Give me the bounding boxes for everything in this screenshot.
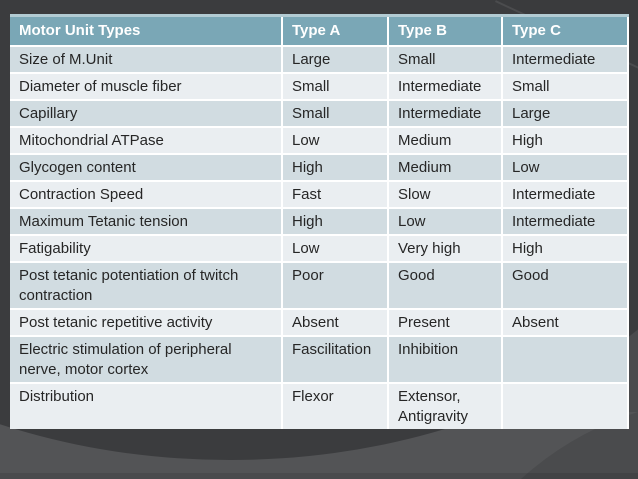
row-label: Diameter of muscle fiber: [10, 73, 283, 101]
cell-type-a: High: [282, 208, 389, 236]
row-label: Electric stimulation of peripheral nerve…: [10, 336, 283, 384]
cell-type-a: Flexor: [282, 383, 389, 429]
background-bottom-strip: [0, 473, 638, 479]
cell-type-b: Good: [388, 262, 503, 310]
cell-type-a: Fast: [282, 181, 389, 209]
table-row: Diameter of muscle fiber Small Intermedi…: [10, 73, 629, 101]
cell-type-b: Slow: [388, 181, 503, 209]
cell-type-c: [502, 336, 629, 384]
cell-type-b: Low: [388, 208, 503, 236]
row-label: Post tetanic repetitive activity: [10, 309, 283, 337]
table-row: Post tetanic repetitive activity Absent …: [10, 309, 629, 337]
table-header-row: Motor Unit Types Type A Type B Type C: [10, 14, 629, 47]
cell-type-b: Present: [388, 309, 503, 337]
table-row: Capillary Small Intermediate Large: [10, 100, 629, 128]
cell-type-c: High: [502, 235, 629, 263]
table-row: Distribution Flexor Extensor, Antigravit…: [10, 383, 629, 429]
cell-type-b: Very high: [388, 235, 503, 263]
column-header-motor-unit-types: Motor Unit Types: [10, 14, 283, 47]
cell-type-a: Fascilitation: [282, 336, 389, 384]
cell-type-c: Intermediate: [502, 181, 629, 209]
table-row: Contraction Speed Fast Slow Intermediate: [10, 181, 629, 209]
cell-type-c: Large: [502, 100, 629, 128]
column-header-type-b: Type B: [388, 14, 503, 47]
row-label: Fatigability: [10, 235, 283, 263]
cell-type-b: Small: [388, 46, 503, 74]
column-header-type-c: Type C: [502, 14, 629, 47]
cell-type-b: Medium: [388, 154, 503, 182]
cell-type-b: Inhibition: [388, 336, 503, 384]
cell-type-c: Good: [502, 262, 629, 310]
table-row: Maximum Tetanic tension High Low Interme…: [10, 208, 629, 236]
table-row: Electric stimulation of peripheral nerve…: [10, 336, 629, 384]
table-row: Size of M.Unit Large Small Intermediate: [10, 46, 629, 74]
row-label: Distribution: [10, 383, 283, 429]
table-row: Glycogen content High Medium Low: [10, 154, 629, 182]
cell-type-c: Intermediate: [502, 46, 629, 74]
cell-type-c: [502, 383, 629, 429]
row-label: Contraction Speed: [10, 181, 283, 209]
row-label: Maximum Tetanic tension: [10, 208, 283, 236]
cell-type-c: Low: [502, 154, 629, 182]
row-label: Post tetanic potentiation of twitch cont…: [10, 262, 283, 310]
cell-type-b: Medium: [388, 127, 503, 155]
cell-type-c: High: [502, 127, 629, 155]
cell-type-b: Intermediate: [388, 73, 503, 101]
cell-type-c: Absent: [502, 309, 629, 337]
cell-type-b: Extensor, Antigravity: [388, 383, 503, 429]
cell-type-a: Small: [282, 73, 389, 101]
cell-type-b: Intermediate: [388, 100, 503, 128]
cell-type-a: Poor: [282, 262, 389, 310]
cell-type-a: Absent: [282, 309, 389, 337]
table-row: Mitochondrial ATPase Low Medium High: [10, 127, 629, 155]
cell-type-a: Large: [282, 46, 389, 74]
table-row: Post tetanic potentiation of twitch cont…: [10, 262, 629, 310]
row-label: Mitochondrial ATPase: [10, 127, 283, 155]
table-row: Fatigability Low Very high High: [10, 235, 629, 263]
cell-type-a: Low: [282, 127, 389, 155]
cell-type-a: Small: [282, 100, 389, 128]
motor-unit-types-table: Motor Unit Types Type A Type B Type C Si…: [10, 14, 629, 429]
row-label: Capillary: [10, 100, 283, 128]
row-label: Size of M.Unit: [10, 46, 283, 74]
cell-type-a: High: [282, 154, 389, 182]
cell-type-a: Low: [282, 235, 389, 263]
cell-type-c: Small: [502, 73, 629, 101]
cell-type-c: Intermediate: [502, 208, 629, 236]
column-header-type-a: Type A: [282, 14, 389, 47]
row-label: Glycogen content: [10, 154, 283, 182]
